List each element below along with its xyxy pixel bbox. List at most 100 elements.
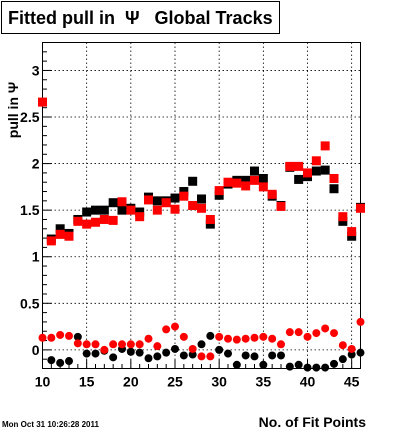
data-point-black-circle bbox=[91, 349, 100, 358]
data-point-red-square bbox=[38, 97, 47, 107]
data-point-red-square bbox=[285, 161, 295, 171]
data-point-black-circle bbox=[303, 363, 312, 372]
data-point-black-circle bbox=[56, 358, 65, 367]
data-point-red-square bbox=[99, 214, 109, 224]
data-point-red-square bbox=[170, 204, 180, 214]
data-point-black-square bbox=[170, 193, 180, 203]
data-point-black-circle bbox=[312, 363, 321, 372]
timestamp-label: Mon Oct 31 10:26:28 2011 bbox=[2, 420, 99, 429]
data-point-red-circle bbox=[356, 317, 365, 326]
data-point-red-circle bbox=[268, 334, 277, 343]
data-point-red-circle bbox=[135, 340, 144, 349]
data-point-black-circle bbox=[268, 351, 277, 360]
y-tick-label: 0 bbox=[32, 342, 40, 358]
data-point-red-square bbox=[223, 177, 233, 187]
data-point-red-square bbox=[91, 217, 100, 227]
data-point-red-circle bbox=[232, 335, 241, 344]
data-point-black-circle bbox=[47, 356, 56, 365]
y-tick-label: 1 bbox=[32, 249, 40, 265]
data-point-red-circle bbox=[56, 330, 65, 339]
data-point-red-circle bbox=[73, 339, 82, 348]
data-point-red-circle bbox=[206, 352, 215, 361]
data-point-black-circle bbox=[197, 340, 206, 349]
data-point-red-circle bbox=[294, 328, 303, 337]
data-point-black-circle bbox=[135, 348, 144, 357]
data-point-red-square bbox=[276, 201, 286, 211]
chart-title-group: Fitted pull in Ψ Global Tracks bbox=[1, 1, 280, 34]
data-point-black-circle bbox=[171, 344, 179, 353]
data-point-red-square bbox=[303, 168, 312, 178]
data-point-black-circle bbox=[277, 351, 285, 360]
data-point-red-square bbox=[82, 219, 92, 229]
data-point-black-circle bbox=[126, 347, 135, 356]
x-tick-label: 15 bbox=[79, 374, 95, 390]
data-point-red-circle bbox=[179, 332, 188, 341]
data-point-red-circle bbox=[171, 322, 179, 331]
data-markers bbox=[38, 97, 365, 372]
data-point-black-circle bbox=[224, 349, 232, 358]
data-point-red-circle bbox=[250, 333, 259, 342]
data-point-black-circle bbox=[109, 353, 118, 362]
chart-title-box bbox=[1, 1, 280, 34]
data-point-red-circle bbox=[224, 334, 232, 343]
data-point-black-circle bbox=[250, 352, 259, 361]
data-point-red-square bbox=[214, 186, 224, 196]
data-point-red-circle bbox=[38, 333, 47, 342]
data-point-black-square bbox=[55, 224, 65, 234]
data-point-red-square bbox=[117, 197, 127, 207]
data-point-black-square bbox=[108, 198, 118, 208]
data-point-black-circle bbox=[259, 360, 268, 369]
data-point-black-square bbox=[294, 174, 304, 184]
data-point-red-square bbox=[73, 216, 83, 226]
data-point-black-square bbox=[82, 207, 92, 217]
data-point-red-square bbox=[267, 189, 277, 199]
data-point-black-circle bbox=[206, 331, 215, 340]
data-point-red-square bbox=[241, 181, 251, 191]
data-point-red-circle bbox=[285, 328, 294, 337]
data-point-black-circle bbox=[73, 332, 82, 341]
data-point-red-square bbox=[152, 205, 162, 215]
x-axis-label: No. of Fit Points bbox=[259, 414, 367, 430]
data-point-red-square bbox=[197, 203, 206, 213]
data-point-red-circle bbox=[47, 333, 56, 342]
data-point-red-circle bbox=[82, 340, 91, 349]
data-point-red-square bbox=[135, 212, 145, 222]
data-point-black-circle bbox=[241, 351, 250, 360]
data-point-red-circle bbox=[109, 340, 118, 349]
data-point-red-circle bbox=[91, 340, 100, 349]
data-point-red-square bbox=[55, 229, 65, 239]
data-point-red-square bbox=[356, 203, 365, 213]
data-point-red-square bbox=[294, 161, 304, 171]
data-point-black-circle bbox=[144, 354, 153, 363]
data-point-red-square bbox=[347, 227, 357, 237]
data-point-red-circle bbox=[277, 340, 285, 349]
tick-labels: 10 15 20 25 30 35 40 45 0 0.5 1 1.5 2 2.5 3 bbox=[20, 62, 360, 389]
y-tick-label: 2.5 bbox=[20, 109, 40, 125]
data-point-red-circle bbox=[215, 332, 224, 341]
data-point-black-circle bbox=[188, 350, 197, 359]
data-point-red-square bbox=[232, 178, 242, 188]
data-point-black-circle bbox=[162, 348, 171, 357]
data-point-red-square bbox=[179, 191, 189, 201]
data-point-black-circle bbox=[294, 360, 303, 369]
data-point-red-square bbox=[108, 215, 118, 225]
data-point-red-square bbox=[144, 195, 153, 205]
data-point-black-square bbox=[338, 216, 348, 226]
data-point-red-square bbox=[320, 141, 330, 151]
data-point-black-square bbox=[258, 173, 268, 183]
data-point-red-square bbox=[250, 175, 259, 185]
plot-area bbox=[38, 42, 365, 372]
data-point-black-circle bbox=[338, 355, 347, 364]
data-point-black-square bbox=[152, 196, 162, 206]
data-point-red-circle bbox=[153, 342, 162, 351]
data-point-black-circle bbox=[285, 362, 294, 371]
x-tick-label: 45 bbox=[344, 374, 360, 390]
data-point-red-circle bbox=[303, 332, 312, 341]
data-point-red-circle bbox=[197, 352, 206, 361]
data-point-red-circle bbox=[241, 334, 250, 343]
data-point-black-square bbox=[205, 219, 215, 229]
y-axis-label: pull in Ψ bbox=[5, 82, 21, 138]
y-tick-label: 1.5 bbox=[20, 202, 40, 218]
data-point-black-circle bbox=[232, 360, 241, 369]
